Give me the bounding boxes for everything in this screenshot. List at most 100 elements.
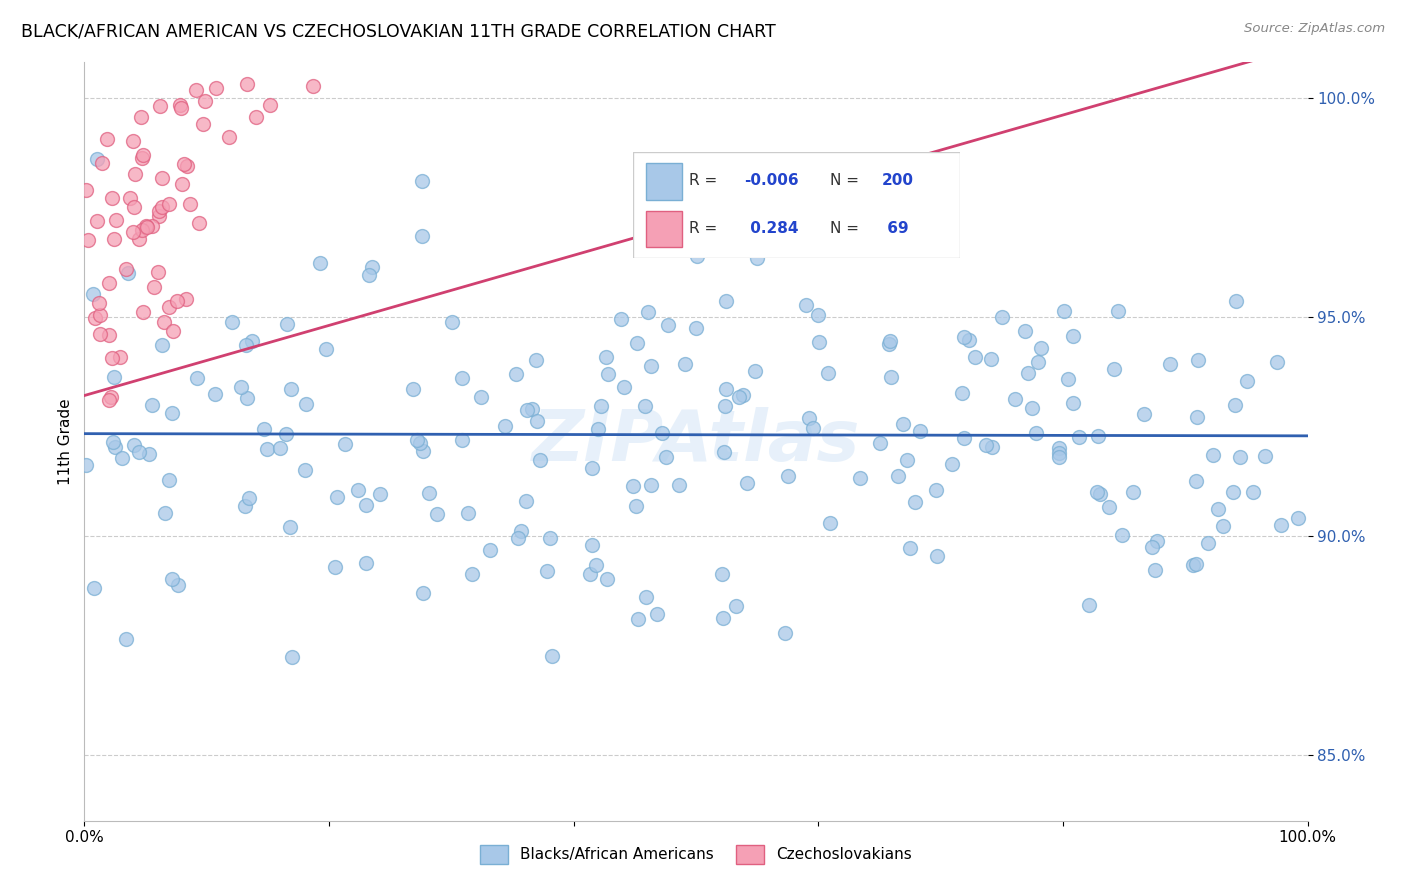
Point (626, 335, 648, 350)
Point (1047, 450, 1070, 464)
Point (581, 538, 603, 552)
Point (581, 461, 603, 475)
Point (129, 110, 152, 124)
Point (1236, 374, 1258, 388)
Point (817, 367, 839, 381)
Point (991, 310, 1014, 325)
Point (953, 431, 976, 445)
Point (253, 422, 276, 436)
Point (1265, 355, 1288, 369)
Point (1031, 341, 1053, 355)
Point (90, 155, 112, 169)
Point (818, 516, 841, 530)
Point (87, 296, 110, 310)
Point (131, 305, 153, 319)
Point (132, 28, 155, 42)
Point (114, 262, 136, 277)
Point (461, 566, 484, 581)
Text: N =: N = (830, 221, 859, 236)
Point (887, 468, 910, 483)
Point (105, 213, 128, 227)
Point (609, 311, 631, 326)
Point (142, 280, 165, 294)
Point (188, 216, 211, 230)
Point (233, 500, 256, 514)
Point (76, 233, 98, 247)
Point (1270, 517, 1292, 532)
Point (347, 483, 370, 497)
Point (585, 558, 607, 572)
Point (122, 134, 145, 148)
Point (229, 380, 252, 394)
Point (411, 228, 433, 243)
Point (529, 453, 551, 467)
Point (150, 200, 173, 214)
Point (235, 337, 257, 351)
Point (1222, 484, 1244, 499)
Point (269, 441, 291, 455)
Point (256, 442, 278, 457)
Point (103, 232, 125, 246)
Point (1187, 353, 1209, 368)
Point (409, 436, 432, 450)
Point (1047, 441, 1070, 455)
Point (596, 368, 619, 382)
Point (426, 507, 449, 521)
Point (335, 436, 357, 450)
Point (520, 401, 543, 416)
Point (1102, 362, 1125, 376)
Point (101, 191, 124, 205)
Point (1241, 485, 1264, 500)
Point (101, 351, 124, 366)
Point (169, 98, 191, 112)
Point (166, 578, 188, 592)
Point (170, 101, 193, 115)
Point (173, 157, 195, 171)
Point (526, 414, 548, 428)
Point (141, 219, 163, 234)
Point (1090, 487, 1112, 501)
Point (243, 0, 266, 14)
Point (75, 183, 97, 197)
Point (172, 177, 194, 191)
Point (104, 441, 127, 455)
Point (908, 424, 931, 438)
Point (1052, 303, 1074, 318)
Point (1056, 372, 1078, 386)
Point (120, 191, 142, 205)
Point (506, 531, 529, 545)
Point (157, 197, 180, 211)
Point (135, 219, 157, 234)
Point (418, 486, 440, 500)
Point (86, 152, 108, 166)
Point (714, 382, 737, 396)
Point (1098, 500, 1121, 515)
Point (162, 572, 184, 586)
Point (1111, 528, 1133, 542)
Point (731, 388, 754, 402)
Point (595, 350, 617, 364)
Point (516, 403, 538, 417)
Point (97, 277, 120, 291)
Point (162, 324, 184, 338)
Point (624, 499, 647, 513)
Point (1159, 357, 1181, 371)
Point (354, 498, 377, 512)
Point (89, 308, 111, 322)
Point (1062, 396, 1084, 410)
Point (799, 410, 821, 425)
Point (524, 353, 547, 368)
Point (83, 581, 105, 595)
Point (589, 399, 612, 413)
Point (440, 315, 463, 329)
Point (1004, 392, 1026, 406)
Point (1182, 558, 1205, 572)
FancyBboxPatch shape (647, 211, 682, 247)
Point (128, 444, 150, 458)
Point (174, 292, 197, 306)
Point (149, 99, 172, 113)
Point (368, 487, 391, 501)
Point (131, 148, 153, 162)
Point (637, 305, 659, 319)
Text: Source: ZipAtlas.com: Source: ZipAtlas.com (1244, 22, 1385, 36)
